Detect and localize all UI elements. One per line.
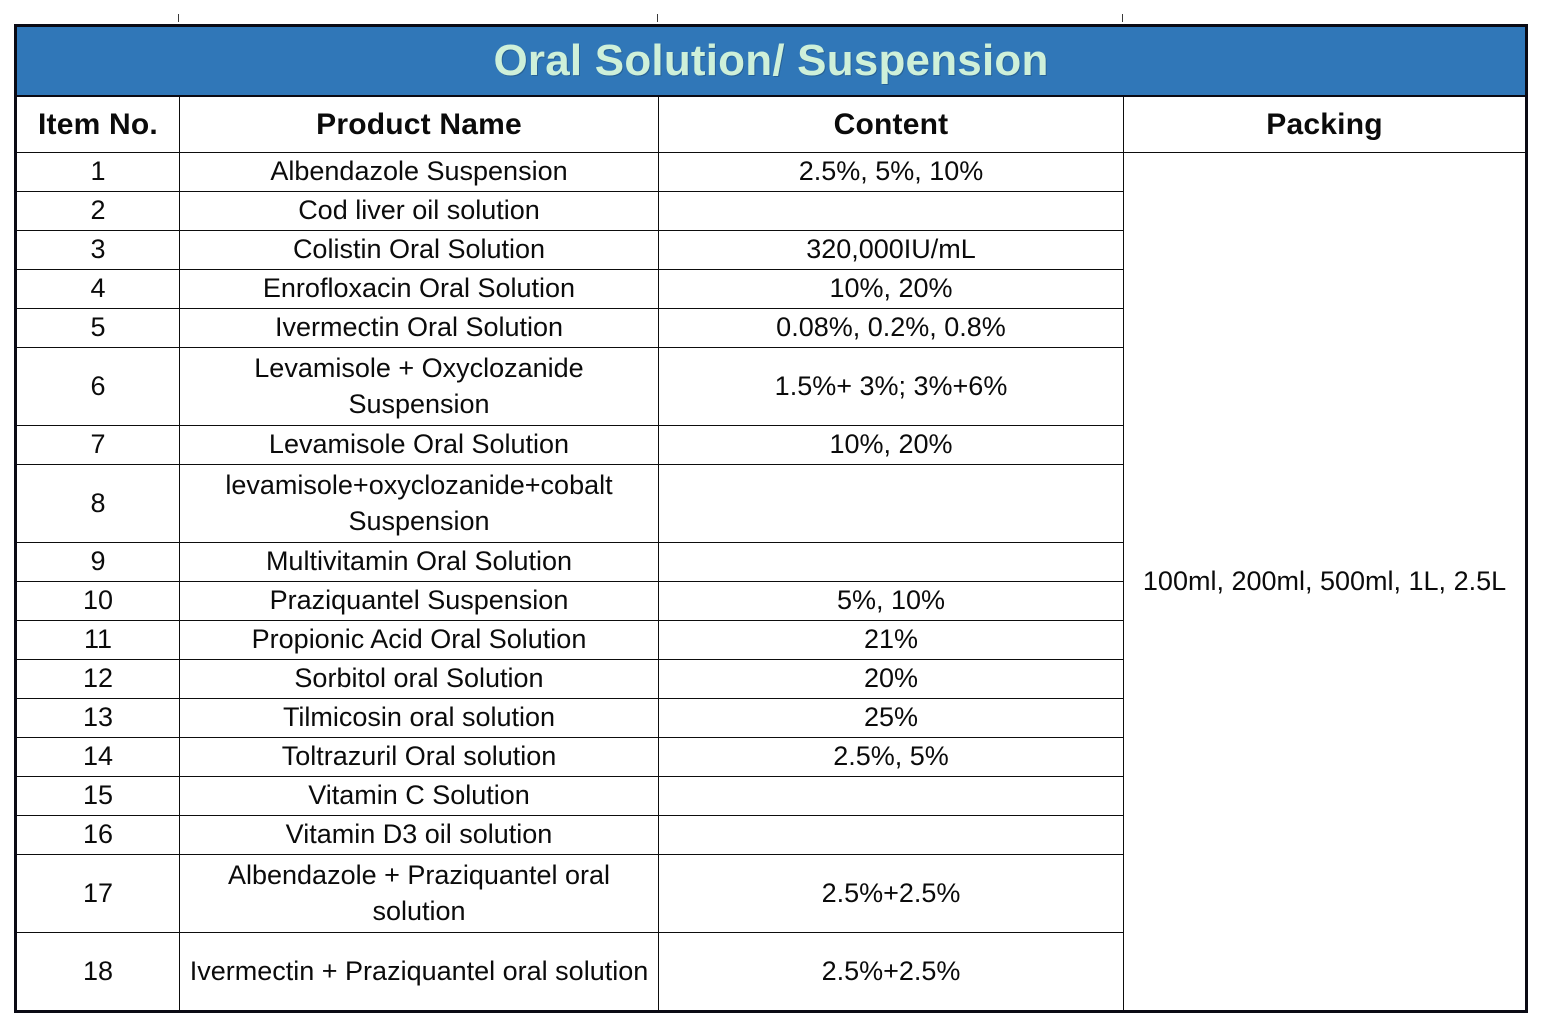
cell-item-no: 9 (15, 542, 180, 582)
column-header-packing: Packing (1122, 95, 1528, 153)
cell-content: 2.5%, 5% (658, 737, 1124, 777)
cell-content (658, 815, 1124, 855)
table-row: 4 Enrofloxacin Oral Solution 10%, 20% (15, 269, 1527, 309)
cell-product-name: levamisole+oxyclozanide+cobalt Suspensio… (179, 464, 659, 543)
column-header-item-no: Item No. (15, 95, 180, 153)
cell-packing: 100ml, 200ml, 500ml, 1L, 2.5L (1122, 152, 1528, 1012)
cell-item-no: 8 (15, 464, 180, 543)
cell-content (658, 542, 1124, 582)
column-header-product-name: Product Name (179, 95, 659, 153)
cell-item-no: 2 (15, 191, 180, 231)
cell-content: 0.08%, 0.2%, 0.8% (658, 308, 1124, 348)
table-title-row: Oral Solution/ Suspension (13, 24, 1529, 97)
cell-item-no: 12 (15, 659, 180, 699)
table-row: 12 Sorbitol oral Solution 20% (15, 659, 1527, 699)
cell-product-name: Toltrazuril Oral solution (179, 737, 659, 777)
cell-content: 320,000IU/mL (658, 230, 1124, 270)
table-row: 13 Tilmicosin oral solution 25% (15, 698, 1527, 738)
table-row: 1 Albendazole Suspension 2.5%, 5%, 10% 100m… (15, 152, 1528, 1012)
cell-item-no: 3 (15, 230, 180, 270)
cell-content: 25% (658, 698, 1124, 738)
cell-content: 2.5%+2.5% (658, 932, 1124, 1012)
table-row: 2 Cod liver oil solution (15, 191, 1527, 231)
table-row: 9 Multivitamin Oral Solution (15, 542, 1527, 582)
cell-product-name: Sorbitol oral Solution (179, 659, 659, 699)
cell-product-name: Ivermectin Oral Solution (179, 308, 659, 348)
table-row: 8 levamisole+oxyclozanide+cobalt Suspensi… (15, 464, 1527, 543)
cell-content: 20% (658, 659, 1124, 699)
cell-item-no: 5 (15, 308, 180, 348)
table-title-cell: Oral Solution/ Suspension (13, 24, 1529, 97)
cell-item-no: 7 (15, 425, 180, 465)
cell-product-name: Multivitamin Oral Solution (179, 542, 659, 582)
table-row: 11 Propionic Acid Oral Solution 21% (15, 620, 1527, 660)
cell-content (658, 776, 1124, 816)
cell-content: 10%, 20% (658, 269, 1124, 309)
cell-product-name: Levamisole Oral Solution (179, 425, 659, 465)
cell-product-name: Enrofloxacin Oral Solution (179, 269, 659, 309)
table-row: 18 Ivermectin + Praziquantel oral solutio… (15, 932, 1527, 1012)
table-title-text: Oral Solution/ Suspension (493, 36, 1049, 85)
cell-content: 5%, 10% (658, 581, 1124, 621)
cell-item-no: 14 (15, 737, 180, 777)
cell-item-no: 18 (15, 932, 180, 1012)
cell-content: 2.5%, 5%, 10% (658, 152, 1124, 192)
cell-product-name: Colistin Oral Solution (179, 230, 659, 270)
cell-item-no: 16 (15, 815, 180, 855)
table-row: 15 Vitamin C Solution (15, 776, 1527, 816)
table-header-row: Item No. Product Name Content Packing (15, 95, 1528, 153)
cell-product-name: Praziquantel Suspension (179, 581, 659, 621)
cell-item-no: 1 (15, 152, 180, 192)
column-header-content: Content (658, 95, 1124, 153)
cell-product-name: Albendazole Suspension (179, 152, 659, 192)
cell-product-name: Levamisole + Oxyclozanide Suspension (179, 347, 659, 426)
cell-product-name: Vitamin C Solution (179, 776, 659, 816)
cell-item-no: 15 (15, 776, 180, 816)
cell-product-name: Ivermectin + Praziquantel oral solution (179, 932, 659, 1012)
cell-item-no: 17 (15, 854, 180, 933)
cell-content: 10%, 20% (658, 425, 1124, 465)
cell-product-name: Vitamin D3 oil solution (179, 815, 659, 855)
cell-product-name: Propionic Acid Oral Solution (179, 620, 659, 660)
oral-solution-suspension-table: Oral Solution/ Suspension Item No. Produ… (13, 24, 1529, 1013)
cell-content (658, 191, 1124, 231)
table-row: 7 Levamisole Oral Solution 10%, 20% (15, 425, 1527, 465)
cell-item-no: 6 (15, 347, 180, 426)
cell-content: 1.5%+ 3%; 3%+6% (658, 347, 1124, 426)
cell-item-no: 13 (15, 698, 180, 738)
table-row: 6 Levamisole + Oxyclozanide Suspension 1.5… (15, 347, 1527, 426)
cell-product-name: Tilmicosin oral solution (179, 698, 659, 738)
product-table-container: Oral Solution/ Suspension Item No. Produ… (13, 24, 1529, 1013)
cell-item-no: 10 (15, 581, 180, 621)
table-row: 17 Albendazole + Praziquantel oral soluti… (15, 854, 1527, 933)
table-row: 5 Ivermectin Oral Solution 0.08%, 0.2%, 0.… (15, 308, 1527, 348)
cell-content: 2.5%+2.5% (658, 854, 1124, 933)
cell-product-name: Albendazole + Praziquantel oral solution (179, 854, 659, 933)
cell-product-name: Cod liver oil solution (179, 191, 659, 231)
cell-item-no: 4 (15, 269, 180, 309)
cell-content: 21% (658, 620, 1124, 660)
cell-item-no: 11 (15, 620, 180, 660)
cut-off-row-above (14, 0, 1525, 22)
cell-content (658, 464, 1124, 543)
